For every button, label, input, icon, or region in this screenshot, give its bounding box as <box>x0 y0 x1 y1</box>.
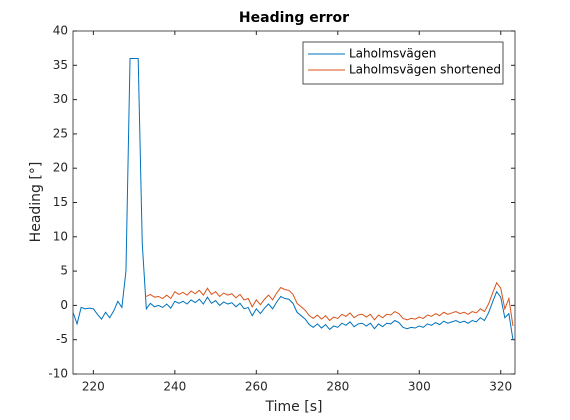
y-tick-label: 15 <box>53 195 68 209</box>
y-tick-label: -10 <box>48 367 68 381</box>
plot-area <box>72 30 516 375</box>
y-tick-label: -5 <box>56 332 68 346</box>
y-tick-label: 40 <box>53 24 68 38</box>
x-tick-label: 280 <box>326 380 349 394</box>
y-tick-label: 35 <box>53 58 68 72</box>
y-axis-label: Heading [°] <box>28 162 44 243</box>
y-tick-label: 10 <box>53 229 68 243</box>
y-tick-label: 5 <box>60 264 68 278</box>
x-tick-label: 240 <box>163 380 186 394</box>
line-series <box>146 281 514 327</box>
x-tick-label: 300 <box>408 380 431 394</box>
x-axis-label: Time [s] <box>265 399 323 415</box>
y-tick-label: 20 <box>53 161 68 175</box>
legend-label: Laholmsvägen shortened <box>349 63 501 77</box>
legend-box <box>302 41 504 85</box>
chart-title: Heading error <box>239 10 349 26</box>
x-tick-label: 260 <box>245 380 268 394</box>
y-tick-label: 0 <box>60 298 68 312</box>
line-series <box>73 57 514 340</box>
legend-label: Laholmsvägen <box>349 47 436 61</box>
x-tick-label: 320 <box>489 380 512 394</box>
y-tick-label: 25 <box>53 126 68 140</box>
y-tick-label: 30 <box>53 92 68 106</box>
x-tick-label: 220 <box>82 380 105 394</box>
